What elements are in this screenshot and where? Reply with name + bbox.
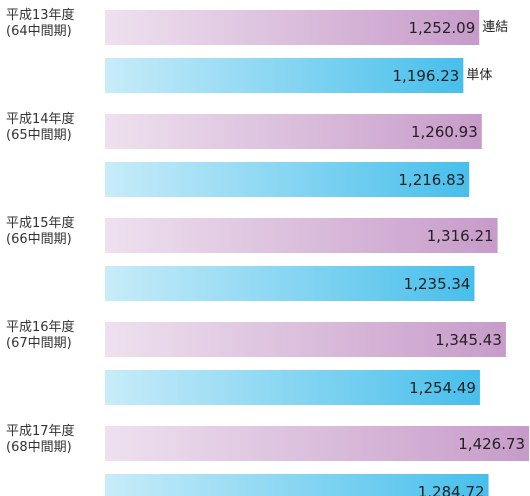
category-label: 平成13年度 (64中間期) (6, 8, 75, 39)
value-label: 1,254.49 (409, 379, 476, 397)
value-label: 1,235.34 (404, 275, 471, 293)
legend-label: 単体 (466, 67, 492, 83)
bar (105, 10, 480, 45)
bar (105, 114, 482, 149)
bar (105, 426, 530, 461)
bar (105, 162, 470, 197)
legend-label: 連結 (482, 20, 508, 35)
value-label: 1,316.21 (427, 227, 494, 245)
value-label: 1,196.23 (393, 67, 460, 85)
bar (105, 266, 475, 301)
bar (105, 58, 464, 93)
value-label: 1,426.73 (458, 435, 525, 453)
bar (105, 218, 498, 253)
bar (105, 370, 480, 405)
category-label: 平成16年度 (67中間期) (6, 320, 75, 351)
category-label: 平成17年度 (68中間期) (6, 424, 75, 455)
value-label: 1,260.93 (411, 123, 478, 141)
bar (105, 474, 489, 496)
value-label: 1,252.09 (408, 19, 475, 37)
value-label: 1,345.43 (435, 331, 502, 349)
category-label: 平成14年度 (65中間期) (6, 112, 75, 143)
category-label: 平成15年度 (66中間期) (6, 216, 75, 247)
value-label: 1,284.72 (418, 483, 485, 496)
value-label: 1,216.83 (398, 171, 465, 189)
bar (105, 322, 506, 357)
